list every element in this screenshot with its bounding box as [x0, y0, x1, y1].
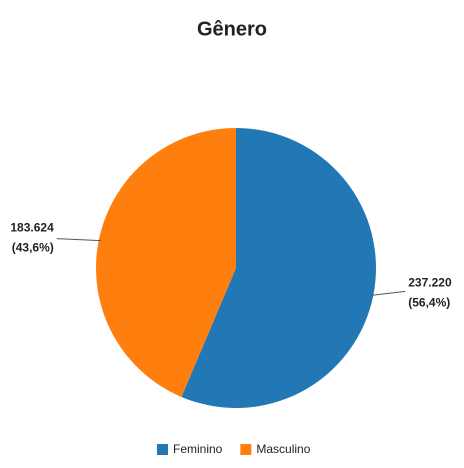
pie-slice — [96, 127, 237, 397]
legend-swatch — [240, 444, 252, 455]
pie-slice — [181, 128, 376, 408]
percent-label: (43,6%) — [12, 241, 54, 255]
leader-line — [56, 238, 101, 242]
legend-label: Masculino — [256, 442, 310, 456]
percent-label: (56,4%) — [408, 296, 450, 310]
legend-label: Feminino — [173, 442, 223, 456]
chart-title: Gênero — [197, 18, 267, 40]
leader-line — [371, 290, 406, 296]
value-label: 183.624 — [10, 221, 54, 235]
legend-swatch — [157, 444, 168, 455]
value-label: 237.220 — [408, 276, 452, 290]
